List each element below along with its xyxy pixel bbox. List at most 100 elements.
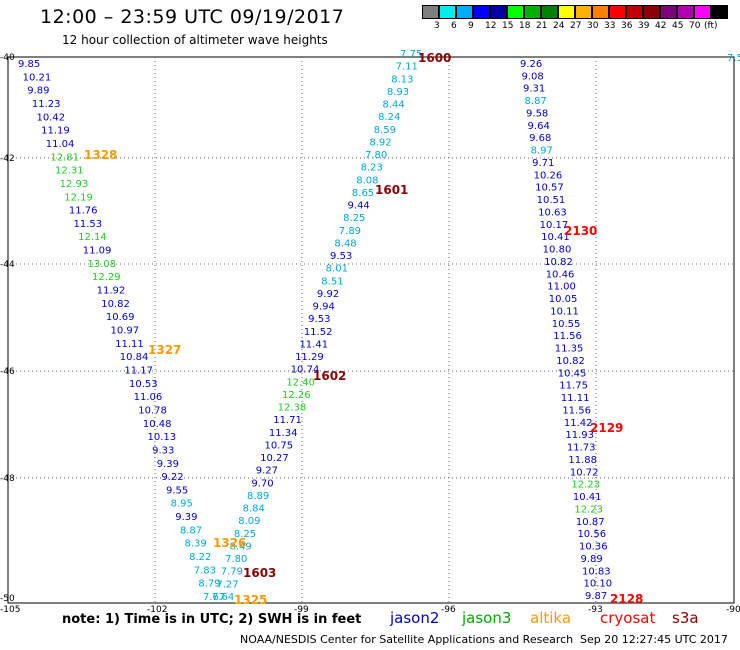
legend-item: altika [530, 609, 572, 627]
wave-height-value: 8.08 [356, 175, 378, 186]
map-title: 12:00 – 23:59 UTC 09/19/2017 [40, 6, 345, 28]
scale-swatch [558, 5, 575, 19]
wave-height-value: 11.09 [83, 246, 112, 257]
pass-time-label: 2128 [610, 592, 643, 606]
scale-label: (ft) [704, 21, 718, 31]
wave-height-value: 10.75 [264, 440, 293, 451]
pass-time-label: 1602 [313, 369, 346, 383]
longitude-label: -96 [441, 605, 456, 615]
wave-height-value: 8.65 [352, 188, 374, 199]
wave-height-value: 7.89 [339, 226, 361, 237]
wave-height-value: 8.92 [369, 137, 391, 148]
scale-swatch [439, 5, 456, 19]
wave-height-value: 11.00 [547, 282, 576, 293]
wave-height-value: 10.55 [552, 319, 581, 330]
wave-height-value: 12.19 [64, 192, 93, 203]
wave-height-value: 9.22 [161, 472, 183, 483]
wave-height-value: 11.73 [567, 443, 596, 454]
wave-height-value: 11.71 [273, 415, 302, 426]
legend-item: s3a [672, 609, 699, 627]
wave-height-value: 8.25 [343, 213, 365, 224]
wave-height-value: 7.5 [727, 53, 740, 64]
wave-height-value: 10.84 [120, 352, 149, 363]
scale-swatch [677, 5, 694, 19]
wave-height-value: 11.76 [69, 206, 98, 217]
wave-height-value: 10.48 [143, 419, 172, 430]
wave-height-value: 10.82 [101, 299, 130, 310]
wave-height-value: 8.24 [378, 112, 400, 123]
wave-height-value: 10.57 [535, 183, 564, 194]
wave-height-value: 9.31 [523, 84, 545, 95]
wave-height-value: 8.87 [180, 525, 202, 536]
wave-height-value: 8.97 [531, 146, 553, 157]
wave-height-value: 7.64 [212, 592, 234, 603]
scale-swatch [541, 5, 558, 19]
wave-height-value: 8.39 [185, 539, 207, 550]
wave-height-value: 8.44 [383, 100, 405, 111]
wave-height-value: 10.41 [573, 492, 602, 503]
wave-height-value: 8.79 [198, 579, 220, 590]
wave-height-value: 11.06 [134, 392, 163, 403]
scale-swatch [507, 5, 524, 19]
pass-time-label: 1325 [234, 593, 267, 607]
scale-label: 21 [536, 21, 548, 31]
pass-time-label: 1601 [375, 183, 408, 197]
wave-height-value: 9.71 [532, 158, 554, 169]
wave-height-value: 10.69 [106, 312, 135, 323]
wave-height-value: 10.41 [541, 232, 570, 243]
wave-height-value: 8.13 [391, 74, 413, 85]
wave-height-value: 11.56 [562, 405, 591, 416]
pass-time-label: 1328 [84, 148, 117, 162]
scale-label: 9 [468, 21, 474, 31]
scale-label: 33 [604, 21, 616, 31]
wave-height-value: 10.17 [540, 220, 569, 231]
wave-height-value: 11.88 [568, 455, 597, 466]
scale-swatch [490, 5, 507, 19]
wave-height-value: 9.58 [526, 108, 548, 119]
latitude-label: -42 [0, 154, 15, 164]
scale-swatch [626, 5, 643, 19]
wave-height-value: 12.14 [78, 232, 107, 243]
wave-height-value: 10.11 [550, 306, 579, 317]
wave-height-value: 10.51 [537, 195, 566, 206]
wave-height-value: 11.52 [304, 327, 333, 338]
wave-height-value: 11.19 [41, 126, 70, 137]
scale-swatch [592, 5, 609, 19]
wave-height-value: 10.21 [23, 72, 52, 83]
pass-time-label: 1603 [243, 566, 276, 580]
wave-height-value: 9.44 [348, 201, 370, 212]
wave-height-value: 12.26 [282, 390, 311, 401]
wave-height-value: 11.04 [46, 139, 75, 150]
wave-height-value: 12.38 [278, 403, 307, 414]
scale-swatch [456, 5, 473, 19]
wave-height-value: 8.95 [171, 499, 193, 510]
credit-line: NOAA/NESDIS Center for Satellite Applica… [240, 633, 574, 646]
wave-height-color-scale [422, 5, 728, 19]
wave-height-value: 11.56 [553, 331, 582, 342]
wave-height-value: 9.64 [528, 121, 550, 132]
wave-height-value: 10.26 [534, 170, 563, 181]
scale-label: 36 [621, 21, 633, 31]
wave-height-value: 10.45 [558, 368, 587, 379]
wave-height-value: 8.87 [525, 96, 547, 107]
wave-height-value: 10.56 [577, 529, 606, 540]
wave-height-value: 12.23 [571, 480, 600, 491]
latitude-label: -50 [0, 594, 15, 604]
longitude-label: -90 [726, 605, 740, 615]
wave-height-value: 7.27 [216, 579, 238, 590]
wave-height-value: 7.67 [203, 592, 225, 603]
wave-height-value: 8.01 [326, 264, 348, 275]
wave-height-value: 9.39 [175, 512, 197, 523]
scale-label: 30 [587, 21, 599, 31]
wave-height-value: 11.53 [74, 219, 103, 230]
wave-height-value: 11.93 [565, 430, 594, 441]
map-frame [7, 56, 735, 604]
latitude-label: -44 [0, 260, 15, 270]
wave-height-value: 9.87 [585, 591, 607, 602]
wave-height-value: 11.92 [97, 286, 126, 297]
scale-swatch [524, 5, 541, 19]
wave-height-value: 10.53 [129, 379, 158, 390]
legend-item: jason3 [462, 609, 512, 627]
longitude-label: -93 [588, 605, 603, 615]
wave-height-value: 10.82 [556, 356, 585, 367]
